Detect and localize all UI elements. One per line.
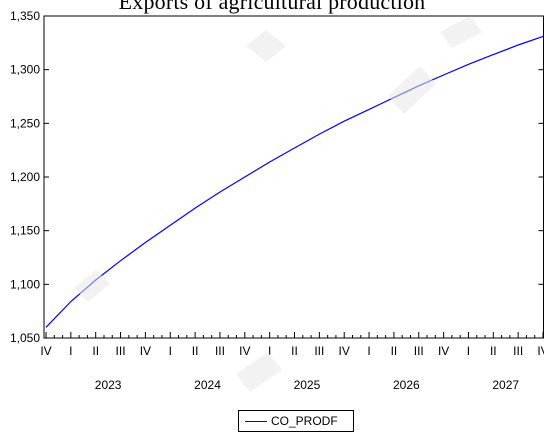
y-tick-label: 1,100 (10, 277, 40, 291)
x-quarter-label: IV (40, 344, 51, 358)
x-year-label: 2025 (294, 378, 321, 392)
x-quarter-label: IV (438, 344, 449, 358)
x-quarter-label: I (268, 344, 271, 358)
x-quarter-label: I (69, 344, 72, 358)
x-quarter-label: IV (239, 344, 250, 358)
legend-swatch-co-prodf (245, 421, 267, 422)
x-year-label: 2027 (492, 378, 519, 392)
x-quarter-label: III (116, 344, 126, 358)
x-quarter-label: III (215, 344, 225, 358)
x-quarter-label: IV (140, 344, 151, 358)
x-axis-ticks: IV I II III IV I II III IV I II III IV I II III IV I II III… (40, 332, 544, 392)
y-tick-label: 1,300 (10, 63, 40, 77)
x-quarter-label: IV (339, 344, 350, 358)
x-quarter-label: III (414, 344, 424, 358)
y-tick-label: 1,050 (10, 331, 40, 345)
x-quarter-label: III (314, 344, 324, 358)
series-line-co-prodf (45, 35, 544, 328)
x-quarter-label: III (513, 344, 523, 358)
x-quarter-label: II (192, 344, 199, 358)
y-tick-label: 1,250 (10, 116, 40, 130)
x-quarter-label: II (391, 344, 398, 358)
legend-label-co-prodf: CO_PRODF (271, 414, 338, 428)
clipped-title-text: Exports of agricultural production (0, 0, 544, 16)
x-quarter-label: I (467, 344, 470, 358)
chart-legend: CO_PRODF (238, 410, 354, 432)
chart-series (45, 35, 544, 328)
x-quarter-label: I (169, 344, 172, 358)
x-quarter-label: II (490, 344, 497, 358)
x-year-label: 2023 (95, 378, 122, 392)
x-quarter-label: I (367, 344, 370, 358)
clipped-title-label: Exports of agricultural production (118, 0, 426, 14)
y-tick-label: 1,200 (10, 170, 40, 184)
y-tick-label: 1,350 (10, 9, 40, 23)
y-axis-ticks: 1,050 1,100 1,150 1,200 1,250 1,300 1,350 (10, 9, 544, 345)
x-year-label: 2024 (194, 378, 221, 392)
x-quarter-label: II (291, 344, 298, 358)
x-quarter-label: IV (537, 344, 544, 358)
x-quarter-label: II (92, 344, 99, 358)
y-tick-label: 1,150 (10, 224, 40, 238)
x-year-label: 2026 (393, 378, 420, 392)
